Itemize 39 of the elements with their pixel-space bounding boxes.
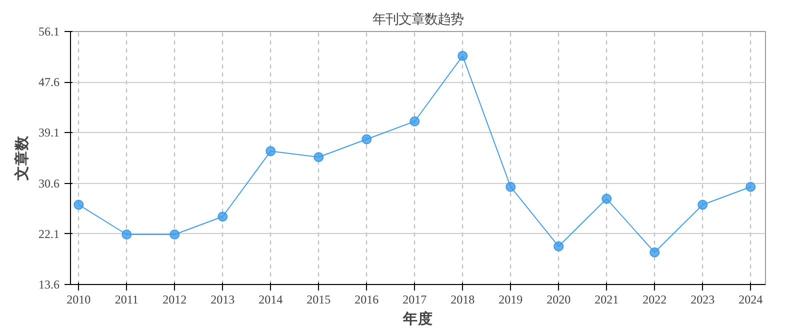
x-tick-label: 2022 xyxy=(642,292,667,306)
y-axis-title: 文章数 xyxy=(12,134,30,182)
y-tick-label: 39.1 xyxy=(38,126,60,140)
point xyxy=(362,134,372,144)
y-tick-label: 22.1 xyxy=(38,226,60,241)
x-tick-label: 2024 xyxy=(738,292,763,306)
x-tick-label: 2014 xyxy=(258,292,283,306)
chart-title: 年刊文章数趋势 xyxy=(372,12,464,26)
point xyxy=(170,230,180,240)
x-tick-label: 2023 xyxy=(690,292,715,306)
x-tick-label: 2010 xyxy=(66,292,91,306)
point xyxy=(122,230,132,240)
x-tick-label: 2012 xyxy=(162,292,187,306)
x-axis-title: 年度 xyxy=(402,310,433,328)
y-tick-label: 56.1 xyxy=(38,24,60,38)
x-tick-label: 2015 xyxy=(306,292,331,306)
x-tick-label: 2016 xyxy=(354,292,379,306)
point xyxy=(410,116,420,126)
point xyxy=(602,194,612,204)
point xyxy=(218,212,228,222)
x-tick-label: 2018 xyxy=(450,292,475,306)
point xyxy=(458,50,468,61)
point xyxy=(650,247,660,258)
point xyxy=(314,152,324,162)
point xyxy=(266,146,276,156)
x-tick-label: 2013 xyxy=(210,292,235,306)
x-tick-label: 2020 xyxy=(546,292,571,306)
x-tick-label: 2011 xyxy=(114,292,138,306)
point xyxy=(698,200,708,210)
y-tick-label: 13.6 xyxy=(38,278,60,292)
point xyxy=(746,182,756,192)
y-tick-label: 47.6 xyxy=(38,75,60,90)
x-tick-label: 2019 xyxy=(498,292,523,306)
point xyxy=(74,200,84,210)
x-tick-label: 2021 xyxy=(594,292,619,306)
x-tick-label: 2017 xyxy=(402,292,427,306)
y-tick-label: 30.6 xyxy=(38,176,60,190)
point xyxy=(506,182,516,192)
point xyxy=(554,241,564,252)
